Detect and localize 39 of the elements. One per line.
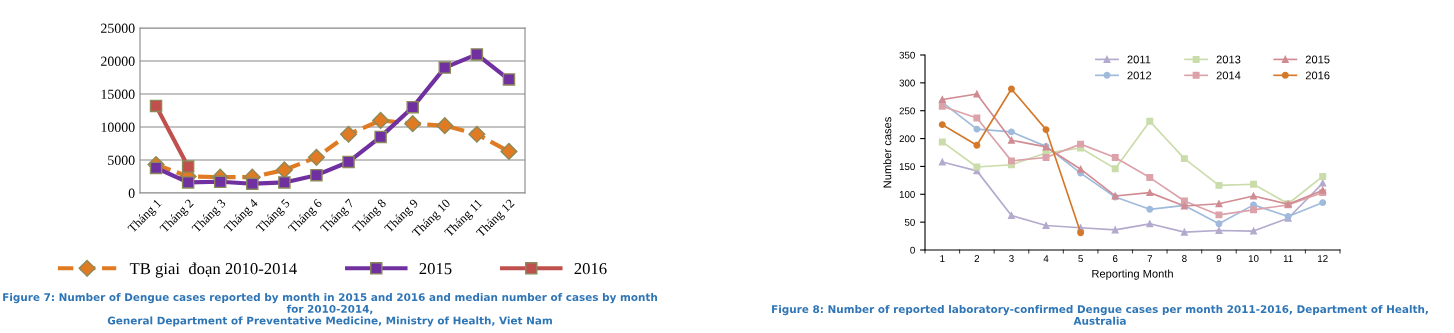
x-tick-label: 11 <box>1283 255 1293 262</box>
legend-label: 2013 <box>1216 55 1241 64</box>
y-tick-label: 25000 <box>101 23 135 33</box>
legend-label: 2016 <box>574 263 607 275</box>
y-tick-label: 100 <box>899 191 915 198</box>
y-tick-label: 15000 <box>101 89 135 99</box>
y-tick-label: 350 <box>899 51 915 59</box>
y-tick-label: 5000 <box>108 155 135 165</box>
x-tick-label: 8 <box>1182 255 1187 262</box>
y-tick-label: 0 <box>128 188 135 198</box>
y-tick-label: 250 <box>899 107 915 115</box>
y-tick-label: 200 <box>899 135 915 143</box>
y-tick-label: 20000 <box>101 56 135 66</box>
legend-label: 2011 <box>1127 55 1151 64</box>
y-tick-label: 300 <box>899 79 915 87</box>
y-tick-label: 0 <box>910 246 915 254</box>
x-tick-label: 10 <box>1248 255 1259 262</box>
x-tick-label: 6 <box>1113 255 1118 262</box>
x-tick-label: 9 <box>1216 255 1222 262</box>
legend-label: 2015 <box>419 263 452 275</box>
legend-label: 2014 <box>1216 71 1241 80</box>
x-tick-label: 1 <box>940 255 945 262</box>
x-tick-label: 4 <box>1043 255 1049 262</box>
y-tick-label: 150 <box>899 163 915 171</box>
legend-label: TB giai đoạn 2010-2014 <box>129 262 297 278</box>
y-axis-title: Number cases <box>883 117 892 188</box>
x-tick-label: 3 <box>1009 255 1014 262</box>
legend-label: 2016 <box>1305 71 1330 80</box>
x-tick-label: 12 <box>1318 255 1328 262</box>
legend-label: 2012 <box>1127 71 1152 80</box>
x-tick-label: 5 <box>1078 255 1083 262</box>
y-tick-label: 10000 <box>101 122 135 132</box>
x-tick-label: 2 <box>974 255 980 262</box>
x-tick-label: 7 <box>1147 255 1153 262</box>
x-axis-title: Reporting Month <box>1092 269 1173 280</box>
caption: Figure 7: Number of Dengue cases reported by month in 2015 and 2016 and median number of cases by month for 2010-2014, General Department of Preventative Medicine, Ministry of Health, Viet Nam <box>3 293 657 327</box>
y-tick-label: 50 <box>904 218 915 226</box>
caption: Figure 8: Number of reported laboratory-confirmed Dengue cases per month 2011-2016, Department of Health, Australia <box>772 305 1428 325</box>
legend-label: 2015 <box>1305 55 1330 64</box>
